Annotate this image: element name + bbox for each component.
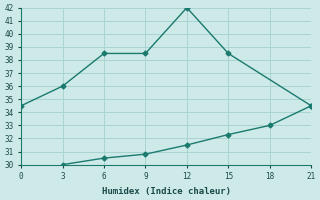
X-axis label: Humidex (Indice chaleur): Humidex (Indice chaleur): [102, 187, 231, 196]
